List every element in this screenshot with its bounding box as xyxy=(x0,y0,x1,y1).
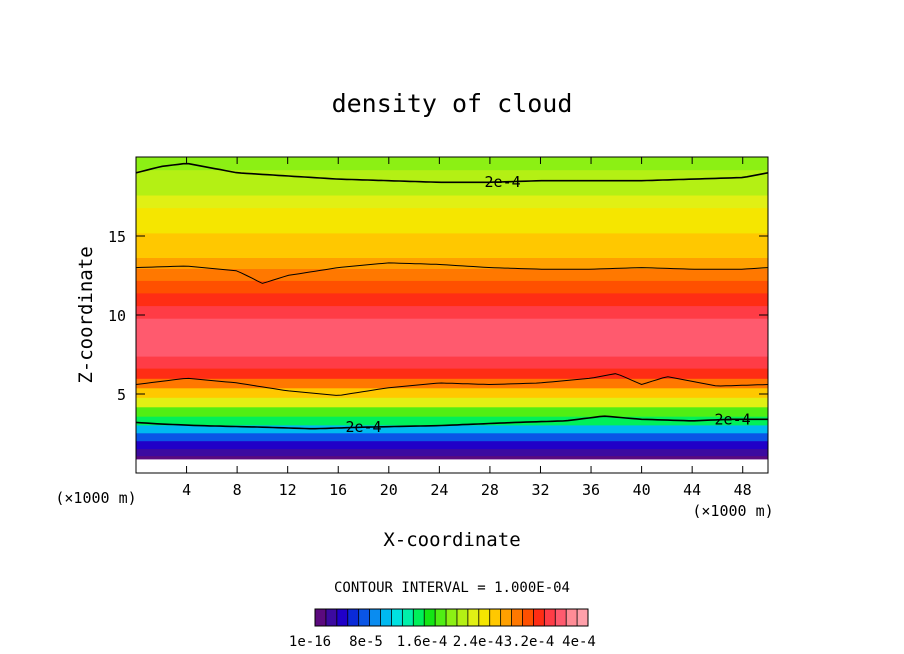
colorbar-swatch xyxy=(511,609,523,626)
density-band xyxy=(136,157,768,171)
chart-title: density of cloud xyxy=(332,89,573,118)
x-tick-label: 40 xyxy=(633,481,651,499)
density-band xyxy=(136,424,768,434)
x-tick-label: 8 xyxy=(233,481,242,499)
density-band xyxy=(136,232,768,246)
x-axis-label: X-coordinate xyxy=(383,529,520,551)
density-band xyxy=(136,416,768,426)
colorbar-swatch xyxy=(446,609,458,626)
x-tick-label: 32 xyxy=(531,481,549,499)
density-band xyxy=(136,387,768,398)
x-tick-label: 4 xyxy=(182,481,191,499)
colorbar-swatch xyxy=(456,609,469,626)
colorbar-swatch xyxy=(544,609,556,626)
density-band xyxy=(136,356,768,369)
x-tick-label: 28 xyxy=(481,481,499,499)
colorbar-swatch xyxy=(566,609,578,626)
colorbar-label: 1.6e-4 xyxy=(397,634,448,650)
density-band xyxy=(136,330,768,344)
colorbar-label: 3.2e-4 xyxy=(504,634,555,650)
density-band xyxy=(136,268,768,281)
colorbar-swatch xyxy=(402,609,414,626)
density-band xyxy=(136,257,768,269)
colorbar-swatch xyxy=(478,609,491,626)
y-tick-label: 15 xyxy=(108,228,126,246)
density-band xyxy=(136,182,768,196)
colorbar-swatch xyxy=(347,609,359,626)
colorbar-swatch xyxy=(522,609,534,626)
colorbar-swatch xyxy=(467,609,480,626)
colorbar-swatch xyxy=(358,609,370,626)
contour-lines: 2e-4 2e-4 2e-4 xyxy=(136,162,768,436)
contour-label: 2e-4 xyxy=(715,410,751,428)
colorbar-label: 2.4e-4 xyxy=(453,634,504,650)
x-tick-label: 44 xyxy=(683,481,701,499)
colorbar-swatch xyxy=(315,609,327,626)
colorbar-swatch xyxy=(424,609,436,626)
x-tick-label: 16 xyxy=(329,481,347,499)
density-band xyxy=(136,280,768,294)
density-band xyxy=(136,220,768,234)
colorbar-swatch xyxy=(489,609,501,626)
density-band xyxy=(136,207,768,221)
colorbar-swatch xyxy=(413,609,425,626)
colorbar-label: 8e-5 xyxy=(349,634,383,650)
colorbar-labels: 1e-16 8e-5 1.6e-4 2.4e-4 3.2e-4 4e-4 xyxy=(289,634,596,650)
density-bands xyxy=(136,157,768,460)
x-tick-label: 24 xyxy=(430,481,448,499)
colorbar-swatch xyxy=(369,609,381,626)
colorbar-frame xyxy=(314,608,589,627)
contour-label: 2e-4 xyxy=(345,418,381,436)
x-tick-label: 48 xyxy=(734,481,752,499)
colorbar-swatch xyxy=(577,609,589,626)
x-tick-label: 20 xyxy=(380,481,398,499)
colorbar-swatch xyxy=(555,609,567,626)
density-band xyxy=(136,343,768,357)
colorbar-swatch xyxy=(391,609,403,626)
density-band xyxy=(136,292,768,307)
colorbar-swatch xyxy=(325,609,338,626)
density-band xyxy=(136,455,768,460)
x-tick-label: 36 xyxy=(582,481,600,499)
colorbar-swatch xyxy=(336,609,349,626)
density-band xyxy=(136,318,768,332)
colorbar xyxy=(314,608,589,627)
y-axis-ticks: 5 10 15 xyxy=(108,228,768,404)
x-unit-right-label: (×1000 m) xyxy=(692,502,773,520)
density-band xyxy=(136,440,768,450)
y-axis-label: Z-coordinate xyxy=(75,246,97,383)
contour-interval-text: CONTOUR INTERVAL = 1.000E-04 xyxy=(334,580,570,596)
density-band xyxy=(136,432,768,442)
contour-line xyxy=(136,373,768,396)
density-band xyxy=(136,397,768,408)
density-band xyxy=(136,169,768,183)
colorbar-label: 4e-4 xyxy=(562,634,596,650)
density-band xyxy=(136,305,768,319)
y-tick-label: 5 xyxy=(117,386,126,404)
contour-label: 2e-4 xyxy=(485,173,521,191)
density-band xyxy=(136,406,768,417)
colorbar-swatch xyxy=(533,609,545,626)
y-tick-label: 10 xyxy=(108,307,126,325)
density-band xyxy=(136,448,768,457)
density-band xyxy=(136,194,768,209)
plot-area: 2e-42e-4 2e-4 4 8 12 16 20 24 28 32 36 40 44 48 5101… xyxy=(108,156,769,499)
colorbar-swatch xyxy=(380,609,392,626)
x-tick-label: 12 xyxy=(279,481,297,499)
x-unit-left-label: (×1000 m) xyxy=(55,489,136,507)
colorbar-label: 1e-16 xyxy=(289,634,331,650)
contour-line xyxy=(136,162,768,184)
contour-line xyxy=(136,262,768,284)
x-axis-ticks: 4 8 12 16 20 24 28 32 36 40 44 48 xyxy=(182,157,752,499)
contour-line xyxy=(136,415,768,430)
density-band xyxy=(136,367,768,379)
density-band xyxy=(136,245,768,258)
colorbar-swatch xyxy=(500,609,512,626)
colorbar-swatch xyxy=(435,609,447,626)
